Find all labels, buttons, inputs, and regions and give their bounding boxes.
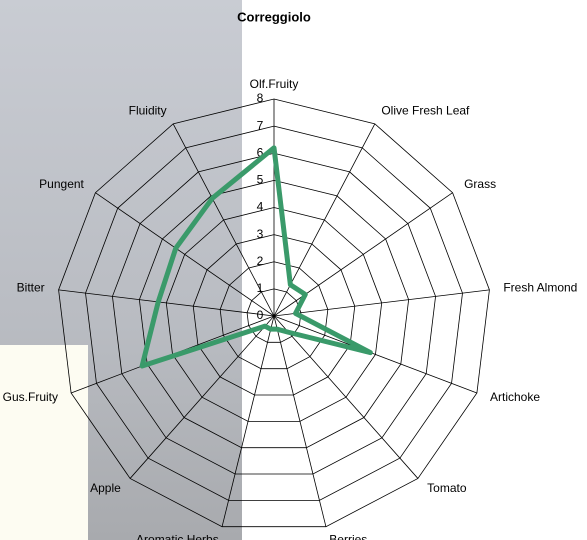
axis-spoke — [172, 123, 275, 317]
grid-ring — [219, 261, 329, 370]
category-label: Olf.Fruity — [250, 77, 299, 91]
tick-label: 3 — [257, 227, 264, 241]
category-label: Artichoke — [490, 390, 540, 404]
category-label: Fluidity — [129, 104, 167, 118]
axis-spoke — [129, 315, 275, 479]
tick-label: 8 — [257, 91, 264, 105]
category-label: Berries — [329, 532, 367, 540]
axis-spoke — [273, 289, 490, 317]
category-label: Olive Fresh Leaf — [381, 104, 470, 118]
axis-spoke — [95, 192, 275, 317]
category-label: Aromatic Herbs — [136, 532, 219, 540]
grid-ring — [192, 234, 356, 396]
chart-title: Correggiolo — [237, 9, 311, 24]
axis-spoke — [273, 315, 419, 479]
series-line — [139, 145, 373, 369]
category-label: Bitter — [17, 280, 45, 294]
grid-ring — [58, 98, 490, 528]
axis-spoke — [273, 123, 376, 317]
tick-label: 0 — [257, 308, 264, 322]
tick-label: 6 — [257, 145, 264, 159]
grid-ring — [138, 179, 410, 449]
category-label: Apple — [90, 481, 121, 495]
category-label: Tomato — [427, 481, 467, 495]
tick-label: 5 — [257, 173, 264, 187]
category-label: Fresh Almond — [503, 280, 577, 294]
axis-spoke — [58, 289, 275, 317]
category-label: Gus.Fruity — [3, 390, 58, 404]
tick-label: 2 — [257, 254, 264, 268]
grid-ring — [85, 125, 463, 501]
axis-spoke — [273, 315, 478, 394]
grid-ring — [112, 152, 436, 475]
tick-label: 4 — [257, 200, 264, 214]
grid-ring — [246, 288, 302, 343]
background-panel — [0, 345, 88, 540]
tick-label: 7 — [257, 118, 264, 132]
axis-spoke — [221, 315, 275, 527]
grid-ring — [165, 207, 383, 422]
axis-spoke — [273, 315, 327, 527]
category-label: Grass — [464, 177, 496, 191]
category-label: Pungent — [39, 177, 84, 191]
tick-label: 1 — [257, 281, 264, 295]
